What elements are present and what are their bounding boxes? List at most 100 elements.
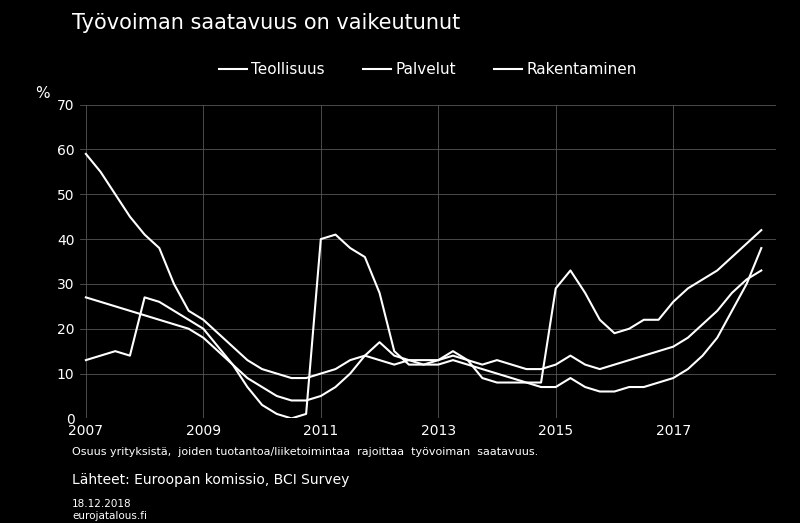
Teollisuus [757,245,766,251]
Palvelut [286,397,296,404]
Palvelut [228,361,238,368]
Rakentaminen [448,348,458,354]
Rakentaminen [214,344,223,350]
Rakentaminen [228,361,238,368]
Rakentaminen [463,357,473,363]
Palvelut [654,348,663,354]
Rakentaminen [154,299,164,305]
Teollisuus [302,375,311,381]
Rakentaminen [698,276,707,282]
Palvelut [330,384,340,390]
Teollisuus [374,357,384,363]
Palvelut [272,393,282,399]
Teollisuus [698,353,707,359]
Teollisuus [624,384,634,390]
Text: 18.12.2018
eurojatalous.fi
32220@Tybv  saatavuus: 18.12.2018 eurojatalous.fi 32220@Tybv sa… [72,499,199,523]
Teollisuus [610,389,619,395]
Palvelut [507,361,517,368]
Rakentaminen [404,361,414,368]
Palvelut [390,353,399,359]
Rakentaminen [286,415,296,422]
Teollisuus [669,375,678,381]
Rakentaminen [522,379,531,385]
Palvelut [360,353,370,359]
Rakentaminen [713,267,722,274]
Line: Teollisuus: Teollisuus [86,154,762,392]
Palvelut [140,312,150,319]
Rakentaminen [624,326,634,332]
Rakentaminen [374,290,384,296]
Teollisuus [258,366,267,372]
Rakentaminen [683,285,693,291]
Rakentaminen [536,379,546,385]
Teollisuus [742,281,751,287]
Palvelut [757,267,766,274]
Rakentaminen [757,227,766,233]
Rakentaminen [169,308,178,314]
Palvelut [81,294,90,301]
Rakentaminen [360,254,370,260]
Rakentaminen [330,232,340,238]
Palvelut [96,299,106,305]
Palvelut [580,361,590,368]
Palvelut [713,308,722,314]
Palvelut [566,353,575,359]
Teollisuus [198,316,208,323]
Rakentaminen [492,379,502,385]
Teollisuus [580,384,590,390]
Rakentaminen [346,245,355,251]
Palvelut [110,303,120,310]
Palvelut [418,357,428,363]
Teollisuus [228,344,238,350]
Teollisuus [566,375,575,381]
Teollisuus [286,375,296,381]
Palvelut [258,384,267,390]
Palvelut [434,357,443,363]
Rakentaminen [610,330,619,336]
Rakentaminen [566,267,575,274]
Palvelut [669,344,678,350]
Teollisuus [390,361,399,368]
Teollisuus [522,379,531,385]
Teollisuus [272,370,282,377]
Palvelut [404,357,414,363]
Palvelut [595,366,605,372]
Teollisuus [154,245,164,251]
Teollisuus [595,389,605,395]
Palvelut [742,276,751,282]
Rakentaminen [140,294,150,301]
Palvelut [169,321,178,327]
Palvelut [242,375,252,381]
Legend: Teollisuus, Palvelut, Rakentaminen: Teollisuus, Palvelut, Rakentaminen [214,56,642,83]
Rakentaminen [198,326,208,332]
Teollisuus [536,384,546,390]
Teollisuus [448,357,458,363]
Line: Palvelut: Palvelut [86,270,762,401]
Palvelut [492,357,502,363]
Teollisuus [330,366,340,372]
Teollisuus [360,353,370,359]
Teollisuus [214,330,223,336]
Line: Rakentaminen: Rakentaminen [86,230,762,418]
Palvelut [154,316,164,323]
Palvelut [683,335,693,341]
Rakentaminen [727,254,737,260]
Palvelut [448,353,458,359]
Rakentaminen [184,316,194,323]
Palvelut [522,366,531,372]
Palvelut [214,348,223,354]
Text: %: % [34,86,50,101]
Rakentaminen [669,299,678,305]
Rakentaminen [81,357,90,363]
Rakentaminen [418,361,428,368]
Rakentaminen [258,402,267,408]
Rakentaminen [580,290,590,296]
Teollisuus [713,335,722,341]
Palvelut [316,393,326,399]
Palvelut [198,335,208,341]
Palvelut [346,370,355,377]
Teollisuus [654,379,663,385]
Teollisuus [434,361,443,368]
Palvelut [478,361,487,368]
Rakentaminen [654,316,663,323]
